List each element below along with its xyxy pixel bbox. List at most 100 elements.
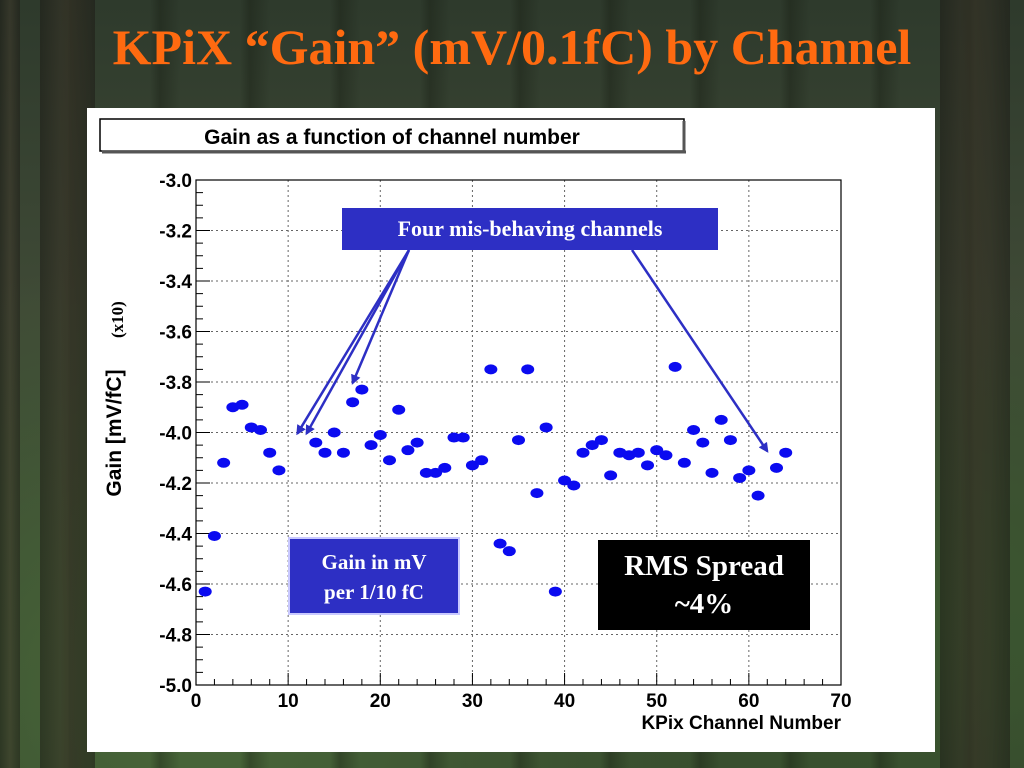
gain-unit-callout: Gain in mV per 1/10 fC (288, 537, 460, 615)
data-point (456, 432, 470, 443)
data-point (373, 430, 387, 441)
data-point (677, 457, 691, 468)
data-point (770, 462, 783, 473)
data-point (355, 384, 369, 395)
data-point (346, 397, 360, 408)
y-tick-label: -5.0 (159, 676, 192, 697)
data-point (475, 455, 489, 466)
data-point (742, 465, 756, 476)
x-tick-label: 20 (370, 691, 391, 712)
data-point (318, 447, 332, 458)
y-tick-label: -3.0 (159, 171, 192, 192)
chart-title-box (99, 118, 685, 152)
data-point (419, 467, 433, 478)
data-point (263, 447, 277, 458)
callout-arrow (296, 249, 411, 436)
callout-arrow (351, 249, 411, 385)
data-point (558, 475, 572, 486)
gain-unit-line1: Gain in mV (321, 550, 427, 574)
callout-arrow (305, 249, 411, 436)
data-point (631, 447, 645, 458)
gain-unit-line2: per 1/10 fC (324, 580, 424, 604)
data-point (364, 440, 378, 451)
y-tick-label: -4.0 (159, 424, 192, 445)
background-tree-trunk (0, 0, 20, 768)
x-tick-label: 70 (830, 691, 851, 712)
data-point (484, 364, 498, 375)
data-point (383, 455, 396, 466)
data-point (714, 414, 728, 425)
data-point (751, 490, 765, 501)
data-points (198, 361, 793, 597)
y-tick-label: -3.2 (159, 222, 192, 243)
data-point (207, 531, 221, 542)
data-point (723, 435, 737, 446)
data-point (687, 424, 701, 435)
data-point (650, 445, 664, 456)
data-point (429, 467, 443, 478)
data-point (668, 361, 682, 372)
data-point (696, 437, 710, 448)
data-point (438, 462, 452, 473)
data-point (336, 447, 350, 458)
data-point (705, 467, 719, 478)
background-tree-trunk (940, 0, 1010, 768)
data-point (410, 437, 424, 448)
data-point (539, 422, 553, 433)
data-point (659, 450, 673, 461)
data-point (512, 435, 525, 446)
slide-title: KPiX “Gain” (mV/0.1fC) by Channel (112, 19, 912, 75)
axis-ticks (195, 179, 842, 686)
data-point (392, 404, 406, 415)
data-point (604, 470, 618, 481)
data-point (235, 399, 249, 410)
y-tick-label: -4.4 (159, 525, 192, 546)
x-tick-label: 40 (554, 691, 575, 712)
data-point (548, 586, 562, 597)
y-tick-label: -3.6 (159, 323, 192, 344)
y-axis-label: Gain [mV/fC] (103, 369, 126, 496)
rms-line1: RMS Spread (624, 550, 784, 582)
x-tick-label: 0 (191, 691, 202, 712)
rms-spread-callout: RMS Spread ~4% (598, 540, 810, 630)
plot-panel: Gain as a function of channel number 0 10… (87, 108, 935, 752)
data-point (779, 447, 793, 458)
data-point (272, 465, 286, 476)
background-tree-trunk (40, 0, 95, 768)
y-tick-label: -4.8 (159, 626, 192, 647)
data-point (567, 480, 581, 491)
data-point (309, 437, 323, 448)
y-tick-label: -3.4 (159, 272, 192, 293)
data-point (502, 546, 516, 557)
data-point (733, 472, 747, 483)
y-tick-label: -4.2 (159, 474, 192, 495)
data-point (447, 432, 461, 443)
x-tick-label: 50 (646, 691, 667, 712)
x-tick-label: 60 (738, 691, 759, 712)
scatter-chart: Gain as a function of channel number 0 10… (99, 118, 852, 734)
data-point (530, 488, 544, 499)
callout-arrows (296, 249, 769, 453)
data-point (594, 435, 608, 446)
scale-note: (x10) (108, 301, 127, 339)
callout-arrow (630, 249, 769, 453)
data-point (401, 445, 415, 456)
x-tick-label: 30 (462, 691, 483, 712)
data-point (576, 447, 590, 458)
data-point (493, 538, 507, 549)
rms-line2: ~4% (674, 588, 734, 620)
data-point (217, 457, 231, 468)
y-tick-label: -3.8 (159, 373, 192, 394)
data-point (198, 586, 212, 597)
chart-title: Gain as a function of channel number (204, 126, 580, 149)
tick-labels: 0 10 20 30 40 50 60 70 -3.0 -3.2 -3.4 -3.6 -3.8 -4.0 -… (159, 171, 851, 712)
misbehaving-channels-callout: Four mis-behaving channels (342, 208, 718, 250)
x-tick-label: 10 (278, 691, 299, 712)
data-point (465, 460, 479, 471)
x-axis-label: KPix Channel Number (641, 713, 841, 734)
data-point (585, 440, 599, 451)
data-point (327, 427, 341, 438)
data-point (521, 364, 535, 375)
y-tick-label: -4.6 (159, 575, 192, 596)
data-point (254, 424, 267, 435)
